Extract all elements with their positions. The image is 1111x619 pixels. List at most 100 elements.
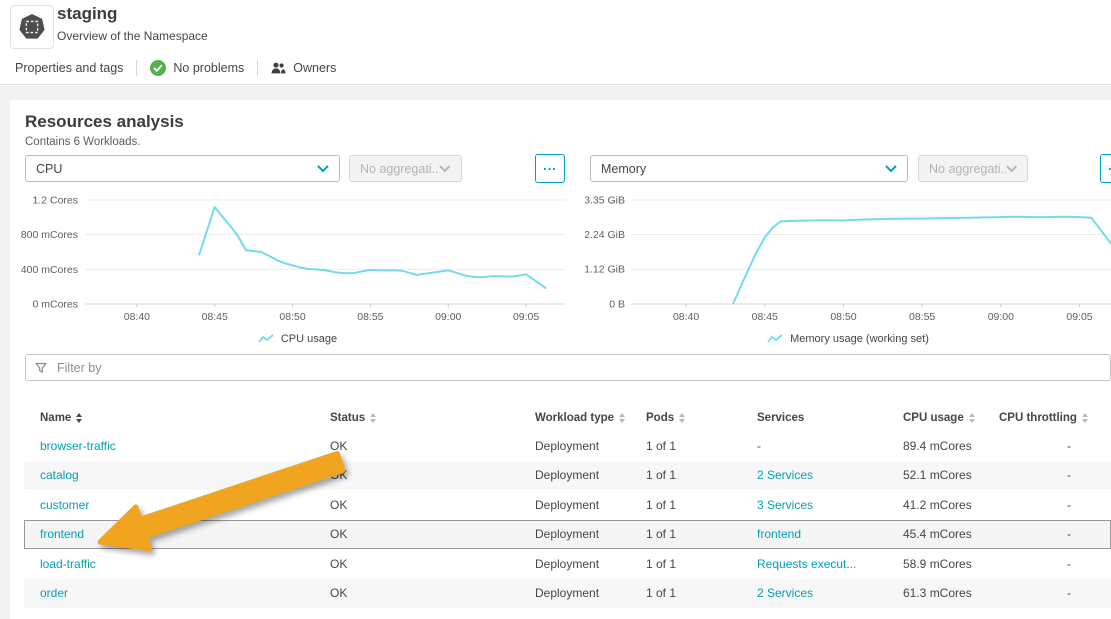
cpu-metric-select[interactable]: CPU — [25, 155, 340, 182]
svg-text:08:40: 08:40 — [124, 311, 150, 323]
memory-usage-chart: 0 B 1.12 GiB 2.24 GiB 3.35 GiB 08:40 08:45 08:… — [585, 195, 1111, 323]
cpu-throttling-cell: - — [1067, 468, 1071, 483]
memory-metric-select[interactable]: Memory — [590, 155, 908, 182]
chevron-down-icon — [1006, 165, 1017, 172]
workload-link[interactable]: catalog — [40, 468, 79, 483]
status-cell: OK — [330, 586, 348, 601]
memory-chart-more-button[interactable]: ... — [1100, 154, 1111, 183]
svg-text:800 mCores: 800 mCores — [21, 229, 78, 241]
no-problems-status[interactable]: No problems — [137, 60, 257, 76]
svg-text:09:05: 09:05 — [1066, 311, 1092, 323]
sort-arrows-icon — [679, 413, 686, 423]
column-header-services: Services — [757, 412, 903, 424]
cpu-chart-more-button[interactable]: ... — [535, 154, 565, 183]
table-row-customer[interactable]: customer OK Deployment 1 of 1 3 Services 41.2… — [24, 490, 1111, 520]
workload-count-subtitle: Contains 6 Workloads. — [25, 136, 141, 148]
pods-cell: 1 of 1 — [646, 556, 677, 571]
page-header: staging Overview of the Namespace — [0, 0, 1111, 52]
svg-text:08:40: 08:40 — [673, 311, 699, 323]
services-link[interactable]: 2 Services — [757, 586, 814, 601]
column-header-cpu-throttling[interactable]: CPU throttling — [999, 412, 1111, 424]
memory-legend-label: Memory usage (working set) — [790, 333, 929, 345]
memory-chart-legend: Memory usage (working set) — [585, 331, 1111, 347]
cpu-usage-cell: 89.4 mCores — [903, 438, 972, 453]
line-series-icon — [767, 334, 783, 343]
svg-text:08:55: 08:55 — [357, 311, 383, 323]
no-problems-label: No problems — [173, 61, 245, 75]
workload-type-cell: Deployment — [535, 497, 600, 512]
services-cell: 2 Services — [757, 586, 903, 600]
ellipsis-icon: ... — [1108, 158, 1111, 173]
workload-type-cell: Deployment — [535, 468, 600, 483]
column-header-label: CPU usage — [903, 412, 964, 424]
workload-link[interactable]: browser-traffic — [40, 438, 116, 453]
filter-funnel-icon — [35, 362, 47, 373]
properties-and-tags-button[interactable]: Properties and tags — [2, 61, 136, 75]
owners-button[interactable]: Owners — [258, 61, 349, 75]
table-row-frontend[interactable]: frontend OK Deployment 1 of 1 frontend 45.4 m… — [24, 519, 1111, 549]
column-header-status[interactable]: Status — [330, 412, 535, 424]
column-header-label: Status — [330, 412, 366, 424]
services-link[interactable]: frontend — [757, 527, 802, 542]
table-row-catalog[interactable]: catalog OK Deployment 1 of 1 2 Services 52.1 … — [24, 460, 1111, 490]
column-header-workload-type[interactable]: Workload type — [535, 412, 646, 424]
filter-input[interactable] — [55, 359, 1101, 376]
services-link[interactable]: Requests execut... — [757, 556, 857, 571]
pods-cell: 1 of 1 — [646, 468, 677, 483]
kubernetes-namespace-icon — [19, 14, 45, 39]
filter-bar — [25, 354, 1111, 381]
workload-link[interactable]: order — [40, 586, 69, 601]
column-header-label: Workload type — [535, 412, 615, 424]
workload-type-cell: Deployment — [535, 438, 600, 453]
cpu-aggregation-select: No aggregati... — [349, 155, 462, 182]
svg-text:1.2 Cores: 1.2 Cores — [32, 195, 78, 207]
services-link[interactable]: 3 Services — [757, 497, 814, 512]
chevron-down-icon — [439, 164, 451, 172]
owners-label: Owners — [293, 61, 337, 75]
svg-text:08:45: 08:45 — [202, 311, 228, 323]
cpu-usage-cell: 45.4 mCores — [903, 527, 972, 542]
sort-arrows-icon — [968, 413, 975, 423]
workload-link[interactable]: frontend — [40, 527, 85, 542]
cpu-chart-legend: CPU usage — [10, 331, 585, 347]
cpu-metric-value: CPU — [36, 161, 63, 176]
column-header-name[interactable]: Name — [40, 412, 330, 424]
column-header-label: CPU throttling — [999, 412, 1077, 424]
sort-arrows-icon — [370, 413, 377, 423]
table-row-load-traffic[interactable]: load-traffic OK Deployment 1 of 1 Requests e… — [24, 549, 1111, 579]
workload-type-cell: Deployment — [535, 586, 600, 601]
sort-arrows-icon — [1081, 413, 1088, 423]
chevron-down-icon — [317, 164, 329, 172]
workload-link[interactable]: load-traffic — [40, 556, 96, 571]
cpu-usage-chart: 0 mCores 400 mCores 800 mCores 1.2 Cores 08:… — [21, 195, 565, 323]
name-cell: browser-traffic — [40, 439, 330, 453]
column-header-cpu-usage[interactable]: CPU usage — [903, 412, 999, 424]
svg-text:08:55: 08:55 — [909, 311, 935, 323]
services-link[interactable]: 2 Services — [757, 468, 814, 483]
cpu-throttling-cell: - — [1067, 497, 1071, 512]
svg-text:400 mCores: 400 mCores — [21, 264, 78, 276]
workload-link[interactable]: customer — [40, 497, 90, 512]
table-row-order[interactable]: order OK Deployment 1 of 1 2 Services 61.3 mC… — [24, 578, 1111, 608]
page-subtitle: Overview of the Namespace — [57, 29, 208, 43]
column-header-label: Pods — [646, 412, 675, 424]
svg-text:08:45: 08:45 — [752, 311, 778, 323]
services-cell: - — [757, 438, 761, 453]
cpu-legend-label: CPU usage — [280, 333, 338, 345]
pods-cell: 1 of 1 — [646, 586, 677, 601]
sort-arrows-icon — [619, 413, 626, 423]
status-cell: OK — [330, 468, 348, 483]
workload-table-header: Name Status Workload type Pods Services CPU u… — [24, 405, 1111, 431]
toolbar: Properties and tags No problems Owners — [0, 52, 1111, 85]
workload-type-cell: Deployment — [535, 527, 600, 542]
cpu-throttling-cell: - — [1067, 586, 1071, 601]
svg-text:1.12 GiB: 1.12 GiB — [585, 264, 625, 276]
cpu-usage-cell: 41.2 mCores — [903, 497, 972, 512]
memory-aggregation-value: No aggregati... — [929, 161, 1006, 176]
column-header-pods[interactable]: Pods — [646, 412, 757, 424]
cpu-aggregation-value: No aggregati... — [360, 161, 440, 176]
memory-aggregation-select: No aggregati... — [918, 155, 1028, 182]
table-row-browser-traffic[interactable]: browser-traffic OK Deployment 1 of 1 - 89.4 m… — [24, 431, 1111, 461]
status-cell: OK — [330, 438, 348, 453]
services-cell: frontend — [757, 527, 903, 541]
